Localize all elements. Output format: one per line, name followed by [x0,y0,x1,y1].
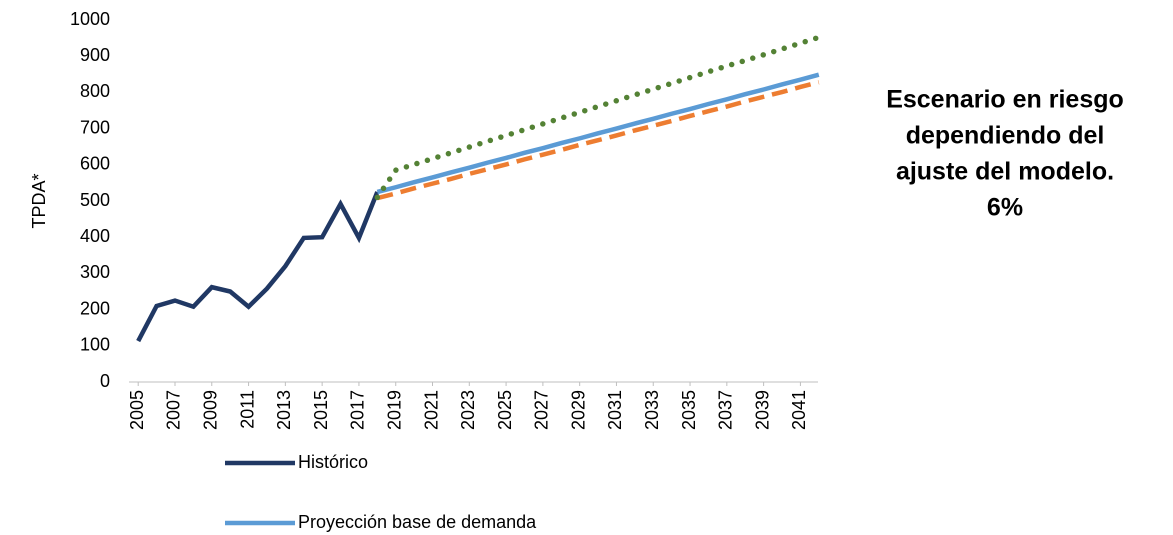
y-tick-label: 100 [80,335,110,355]
annotation: dependiendo del [906,122,1105,150]
y-axis-label: TPDA* [29,173,49,228]
x-tick-label: 2039 [752,390,772,430]
x-tick-label: 2035 [679,390,699,430]
y-tick-label: 300 [80,262,110,282]
series-line [374,34,822,201]
series-line [376,72,820,195]
x-tick-label: 2021 [421,390,441,430]
x-tick-label: 2013 [274,390,294,430]
x-tick-label: 2009 [201,390,221,430]
annotation: 6% [987,194,1023,222]
x-tick-label: 2011 [237,390,257,429]
y-tick-label: 800 [80,81,110,101]
y-tick-label: 900 [80,45,110,65]
legend-label: Proyección base de demanda [298,512,537,532]
x-tick-label: 2037 [716,390,736,430]
y-tick-label: 1000 [70,9,110,29]
x-tick-label: 2033 [642,390,662,430]
y-tick-label: 600 [80,154,110,174]
x-tick-label: 2025 [495,390,515,430]
x-tick-label: 2019 [384,390,404,430]
x-tick-label: 2017 [348,390,368,430]
series-line [376,80,820,201]
annotation: Escenario en riesgo [886,86,1124,114]
x-tick-label: 2023 [458,390,478,430]
x-tick-label: 2041 [789,390,809,430]
y-tick-label: 0 [100,371,110,391]
y-tick-label: 200 [80,298,110,318]
y-tick-label: 400 [80,226,110,246]
y-tick-label: 500 [80,190,110,210]
annotation: ajuste del modelo. [896,158,1114,186]
series-line [136,191,380,343]
legend-label: Histórico [298,452,368,472]
x-tick-label: 2027 [532,390,552,430]
x-tick-label: 2031 [605,390,625,430]
y-tick-label: 700 [80,117,110,137]
x-tick-label: 2005 [127,390,147,430]
x-tick-label: 2007 [164,390,184,430]
x-tick-label: 2015 [311,390,331,430]
x-tick-label: 2029 [568,390,588,430]
